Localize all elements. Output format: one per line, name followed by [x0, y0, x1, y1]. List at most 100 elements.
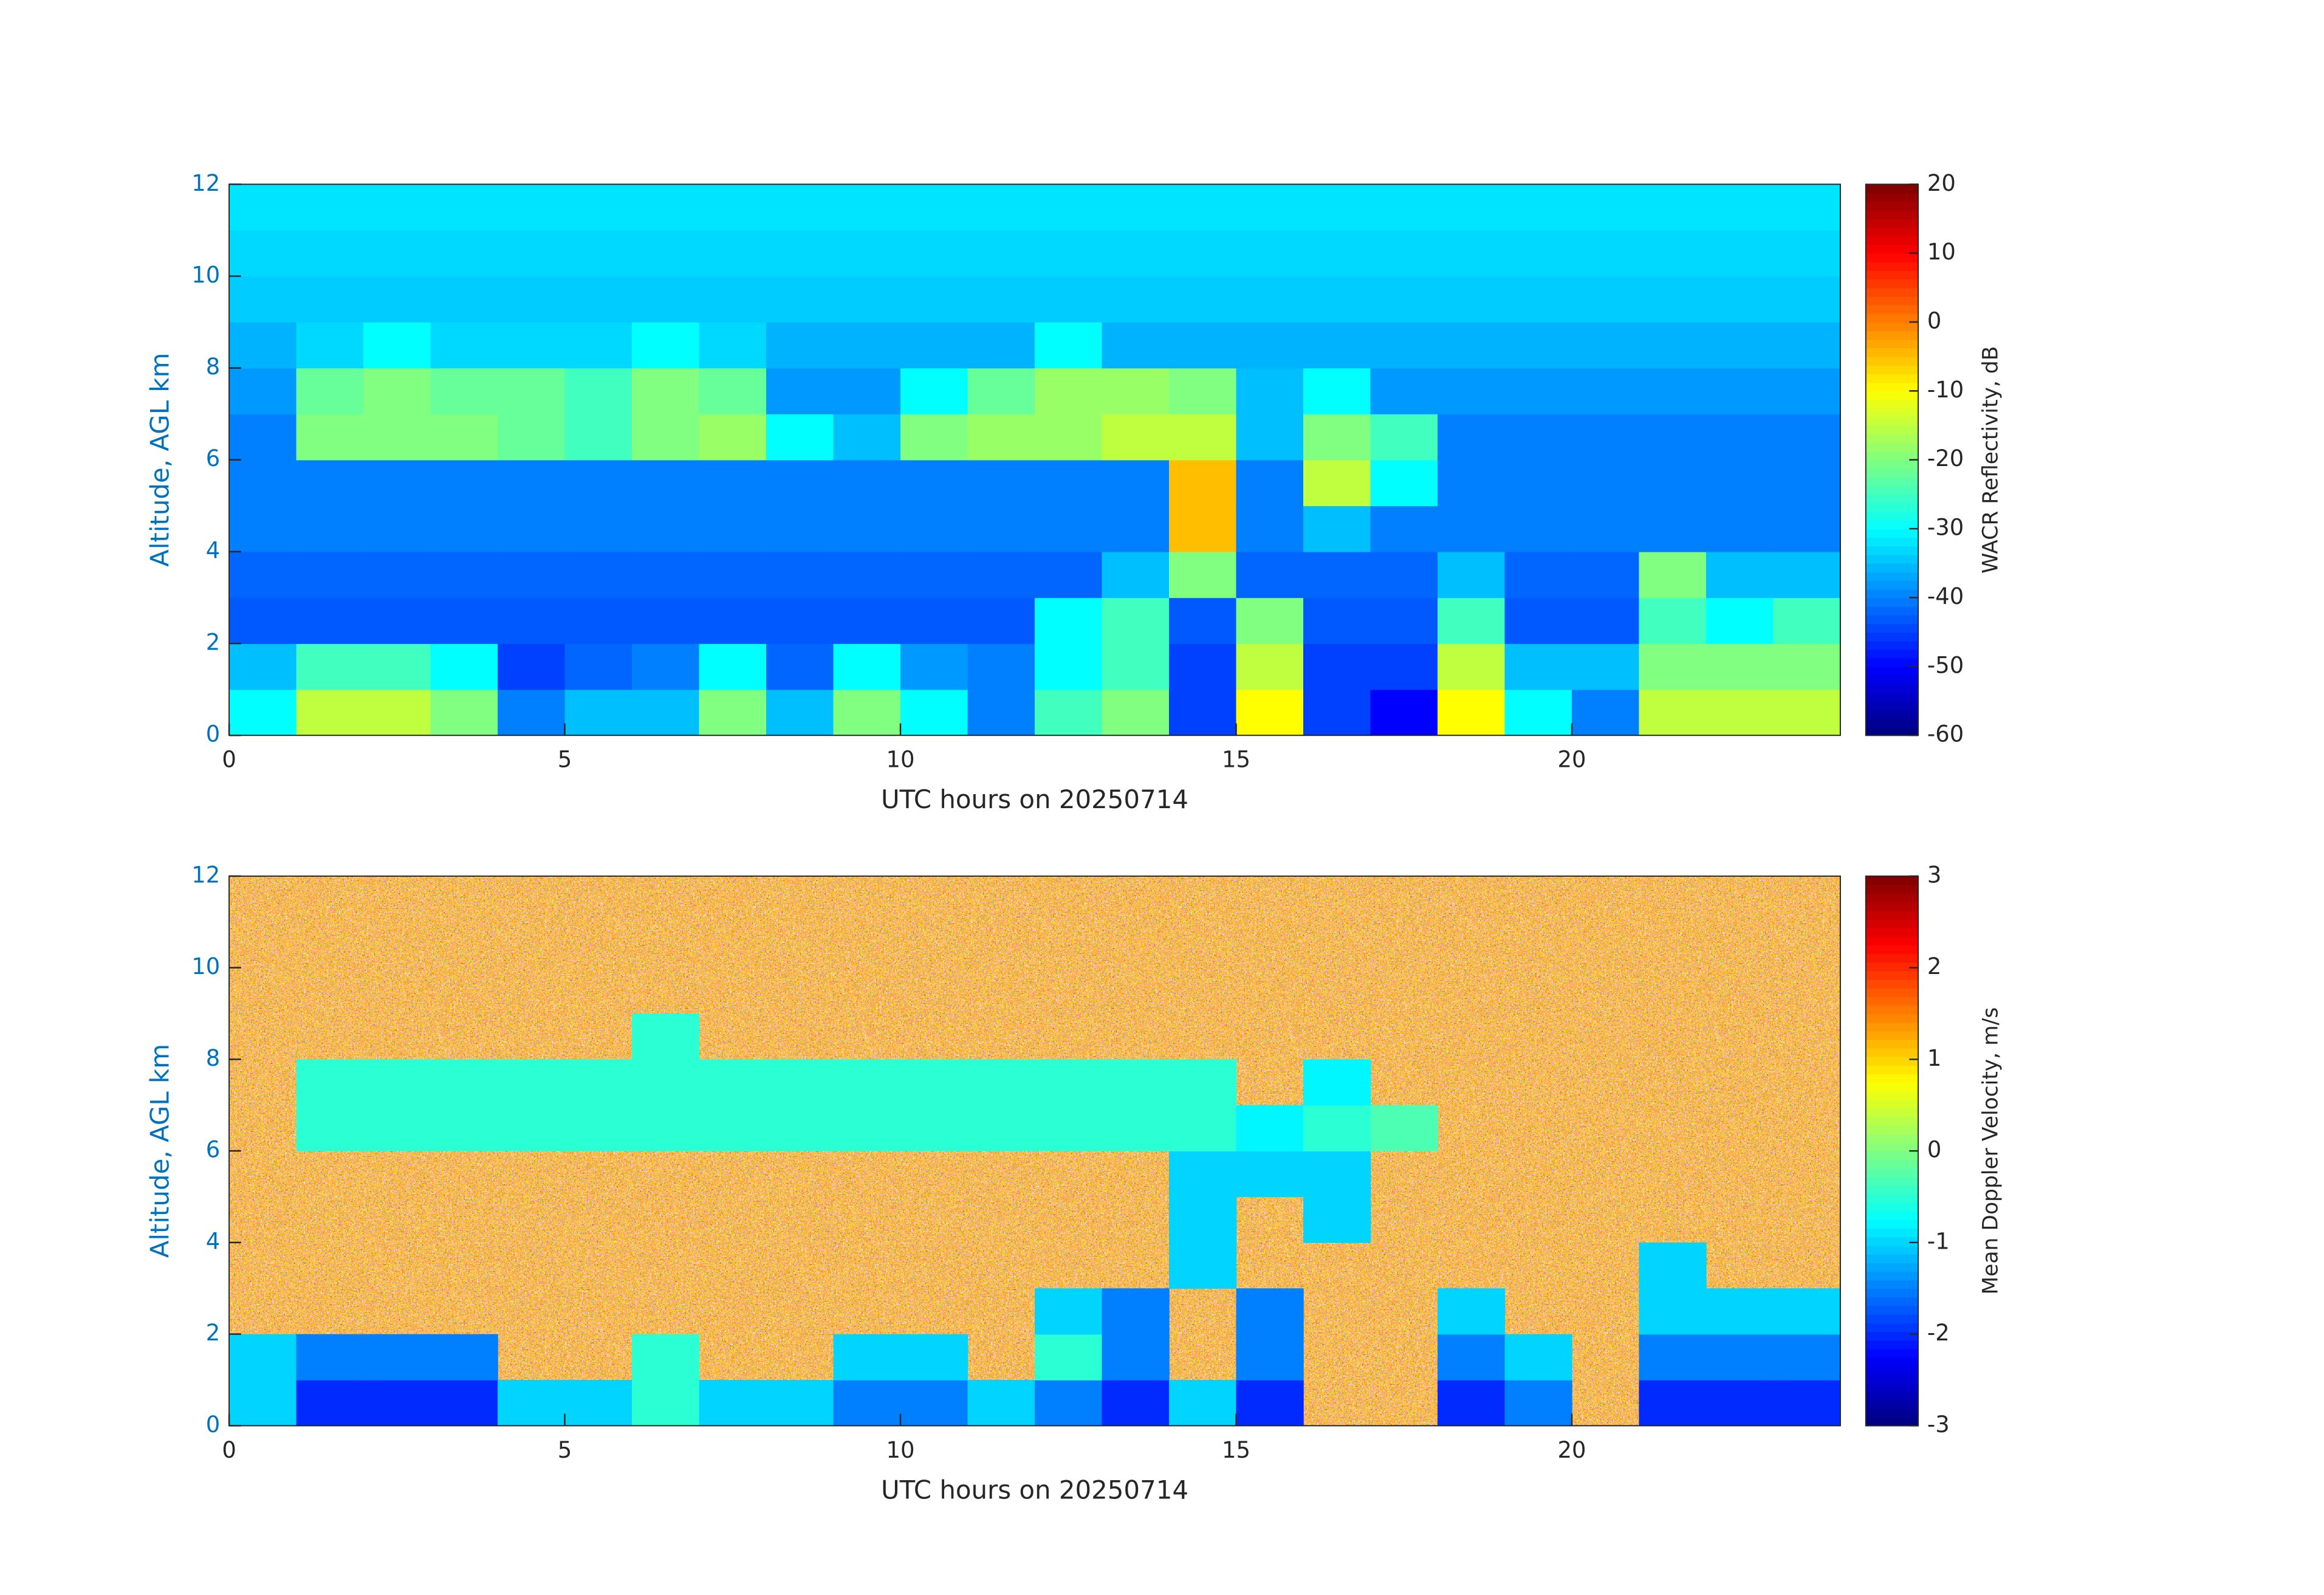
heat-cell	[699, 1105, 767, 1151]
heat-cell	[967, 414, 1035, 461]
colorbar-swatch	[1865, 1176, 1919, 1186]
heat-cell	[1437, 506, 1506, 552]
heat-cell	[1437, 597, 1506, 644]
y-tick-label: 6	[206, 445, 221, 472]
heat-cell	[1639, 506, 1707, 552]
colorbar-swatch	[1865, 953, 1919, 963]
heat-cell	[1370, 184, 1438, 231]
heat-cell	[363, 459, 431, 507]
heat-cell	[430, 1334, 498, 1381]
heat-cell	[1370, 689, 1438, 736]
colorbar-swatch	[1865, 1408, 1919, 1418]
heat-cell	[1504, 597, 1572, 644]
colorbar-swatch	[1865, 459, 1919, 469]
heat-cell	[363, 414, 431, 461]
colorbar-swatch	[1865, 597, 1919, 607]
colorbar-swatch	[1865, 563, 1919, 572]
colorbar-swatch	[1865, 640, 1919, 650]
colorbar-swatch	[1865, 1348, 1919, 1358]
colorbar-swatch	[1865, 1133, 1919, 1143]
heat-cell	[363, 230, 431, 277]
colorbar-swatch	[1865, 1004, 1919, 1014]
heat-cell	[1504, 322, 1572, 369]
heat-cell	[1504, 276, 1572, 323]
heat-cell	[296, 459, 364, 507]
heat-cell	[766, 643, 834, 690]
colorbar-swatch	[1865, 348, 1919, 357]
colorbar-swatch	[1865, 987, 1919, 997]
heat-cell	[564, 689, 632, 736]
heat-cell	[229, 184, 297, 231]
heat-cell	[1437, 322, 1506, 369]
colorbar-swatch	[1865, 477, 1919, 487]
colorbar-swatch	[1865, 1245, 1919, 1255]
heat-cell	[430, 414, 498, 461]
heat-cell	[1705, 276, 1774, 323]
heat-cell	[766, 1059, 834, 1106]
colorbar-swatch	[1865, 356, 1919, 366]
heat-cell	[632, 506, 700, 552]
heat-cell	[632, 276, 700, 323]
heat-cell	[1303, 459, 1371, 507]
heat-cell	[229, 689, 297, 736]
colorbar-tick-label: 10	[1927, 239, 1956, 265]
heat-cell	[1169, 643, 1237, 690]
heat-cell	[766, 1380, 834, 1427]
heat-cell	[1035, 459, 1103, 507]
heat-cell	[1236, 322, 1304, 369]
heat-cell	[1705, 459, 1774, 507]
heat-cell	[833, 322, 901, 369]
colorbar-swatch	[1865, 1280, 1919, 1289]
heat-cell	[632, 1105, 700, 1151]
heat-cell	[1236, 551, 1304, 599]
heat-cell	[1773, 276, 1841, 323]
heat-cell	[766, 551, 834, 599]
heat-cell	[1639, 230, 1707, 277]
heat-cell	[766, 459, 834, 507]
heat-cell	[632, 1334, 700, 1381]
heat-cell	[430, 506, 498, 552]
heat-cell	[1504, 184, 1572, 231]
heat-cell	[1639, 1242, 1707, 1289]
heat-cell	[498, 597, 566, 644]
heat-cell	[363, 276, 431, 323]
heat-cell	[900, 1334, 968, 1381]
heat-cell	[363, 1105, 431, 1151]
heat-cell	[1303, 276, 1371, 323]
heat-cell	[1773, 184, 1841, 231]
colorbar-swatch	[1865, 279, 1919, 289]
colorbar-swatch	[1865, 442, 1919, 452]
heat-cell	[1370, 368, 1438, 414]
heat-cell	[1102, 1380, 1170, 1427]
colorbar-swatch	[1865, 1099, 1919, 1109]
heat-cell	[1236, 1334, 1304, 1381]
heat-cell	[1303, 1196, 1371, 1243]
heat-cell	[967, 459, 1035, 507]
heat-cell	[1437, 184, 1506, 231]
heat-cell	[1035, 506, 1103, 552]
heat-cell	[1705, 1334, 1774, 1381]
heat-cell	[1504, 506, 1572, 552]
colorbar-swatch	[1865, 468, 1919, 478]
heat-cell	[766, 689, 834, 736]
colorbar-swatch	[1865, 944, 1919, 955]
heat-cell	[833, 230, 901, 277]
heat-cell	[833, 689, 901, 736]
heat-cell	[1303, 643, 1371, 690]
heat-cell	[1035, 414, 1103, 461]
heat-cell	[632, 1059, 700, 1106]
x-tick-label: 10	[886, 1437, 915, 1463]
heat-cell	[1437, 1288, 1506, 1335]
colorbar-swatch	[1865, 1039, 1919, 1049]
heat-cell	[430, 597, 498, 644]
heat-cell	[1571, 506, 1640, 552]
heat-cell	[1303, 1059, 1371, 1106]
heat-cell	[296, 230, 364, 277]
heat-cell	[1705, 643, 1774, 690]
colorbar-swatch	[1865, 623, 1919, 633]
heat-cell	[699, 1059, 767, 1106]
heat-cell	[1370, 276, 1438, 323]
heat-cell	[1639, 184, 1707, 231]
heat-cell	[833, 368, 901, 414]
colorbar-swatch	[1865, 701, 1919, 710]
